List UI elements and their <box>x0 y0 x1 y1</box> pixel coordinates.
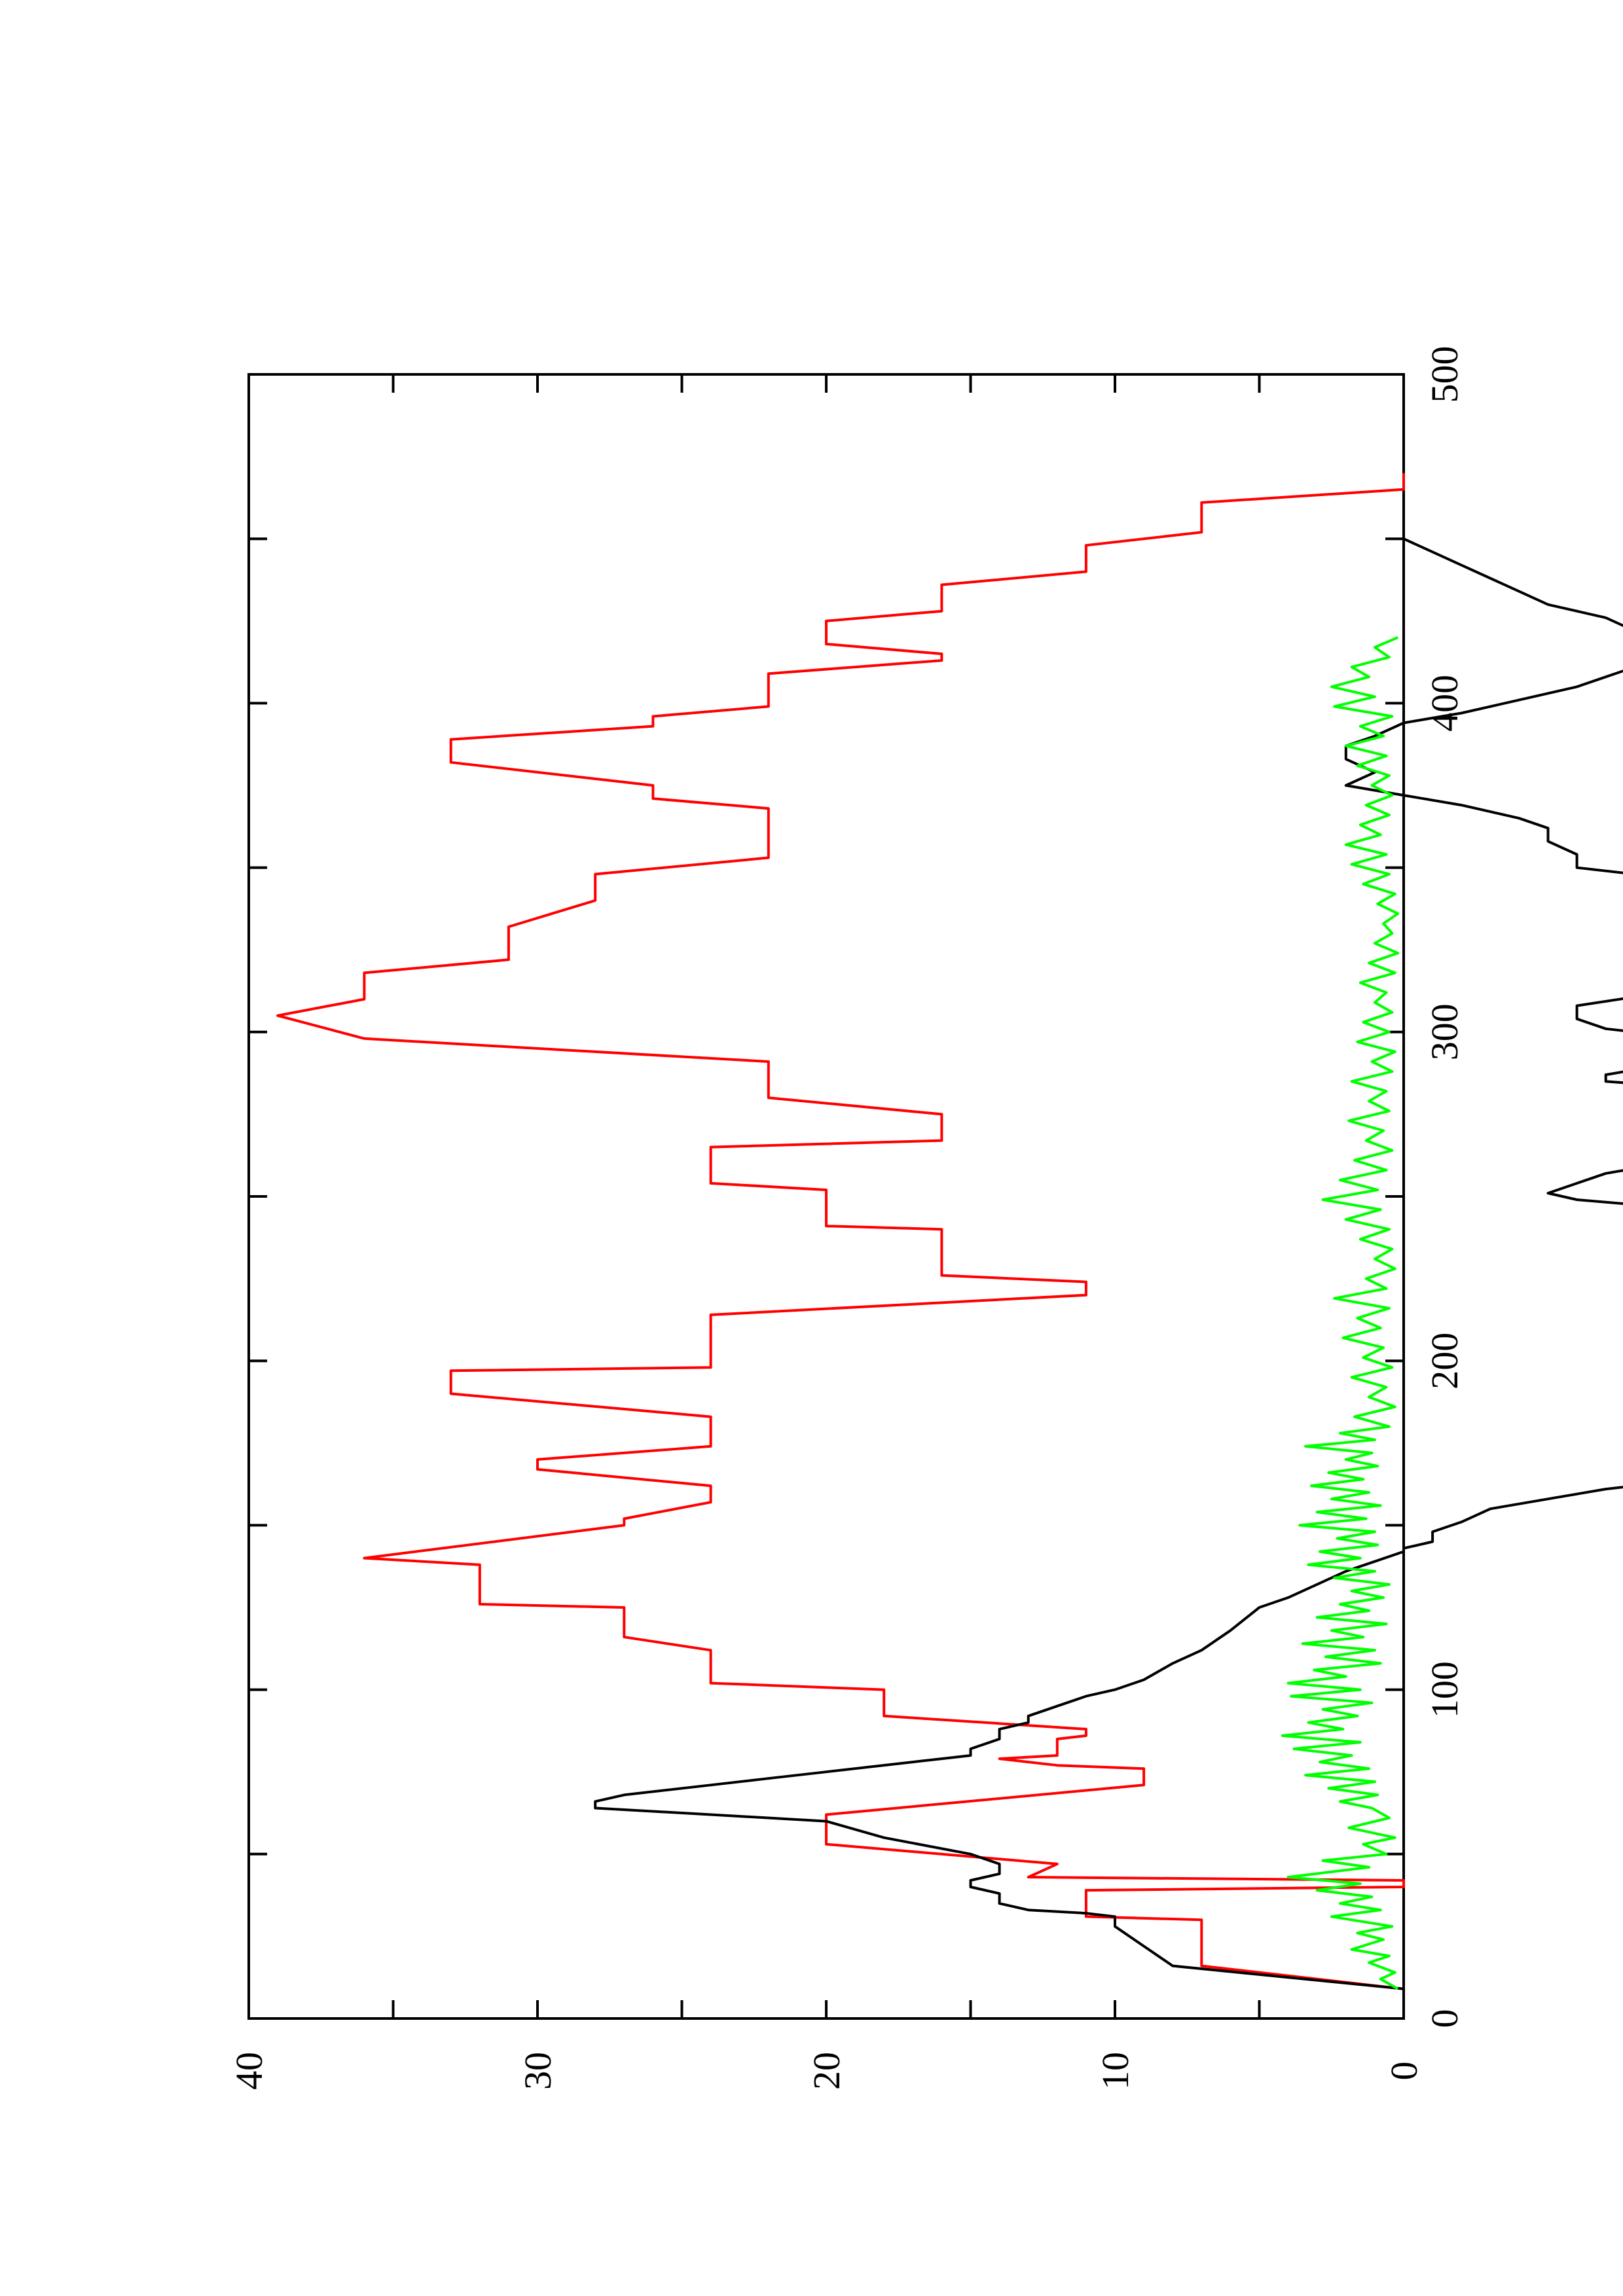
series-line-0 <box>276 473 1405 1990</box>
y-tick-label: 10 <box>1094 2052 1137 2090</box>
series-group <box>276 473 1623 1990</box>
y-tick-label: 30 <box>517 2052 559 2090</box>
x-tick-label: 500 <box>1423 346 1466 403</box>
x-tick-label: 0 <box>1423 2009 1466 2028</box>
y-tick-label: 20 <box>805 2052 848 2090</box>
x-tick-label: 100 <box>1423 1661 1466 1718</box>
y-tick-label: 0 <box>1383 2062 1425 2081</box>
x-tick-label: 200 <box>1423 1333 1466 1390</box>
axis-ticks <box>247 373 1405 2020</box>
x-tick-label: 400 <box>1423 675 1466 732</box>
series-line-2 <box>1281 636 1400 1990</box>
y-tick-label: 40 <box>228 2052 270 2090</box>
axis-tick-labels: 0 100 200 300 400 500 0 10 20 30 40 <box>228 346 1466 2090</box>
x-tick-label: 300 <box>1423 1003 1466 1060</box>
series-line-1 <box>594 537 1623 1990</box>
